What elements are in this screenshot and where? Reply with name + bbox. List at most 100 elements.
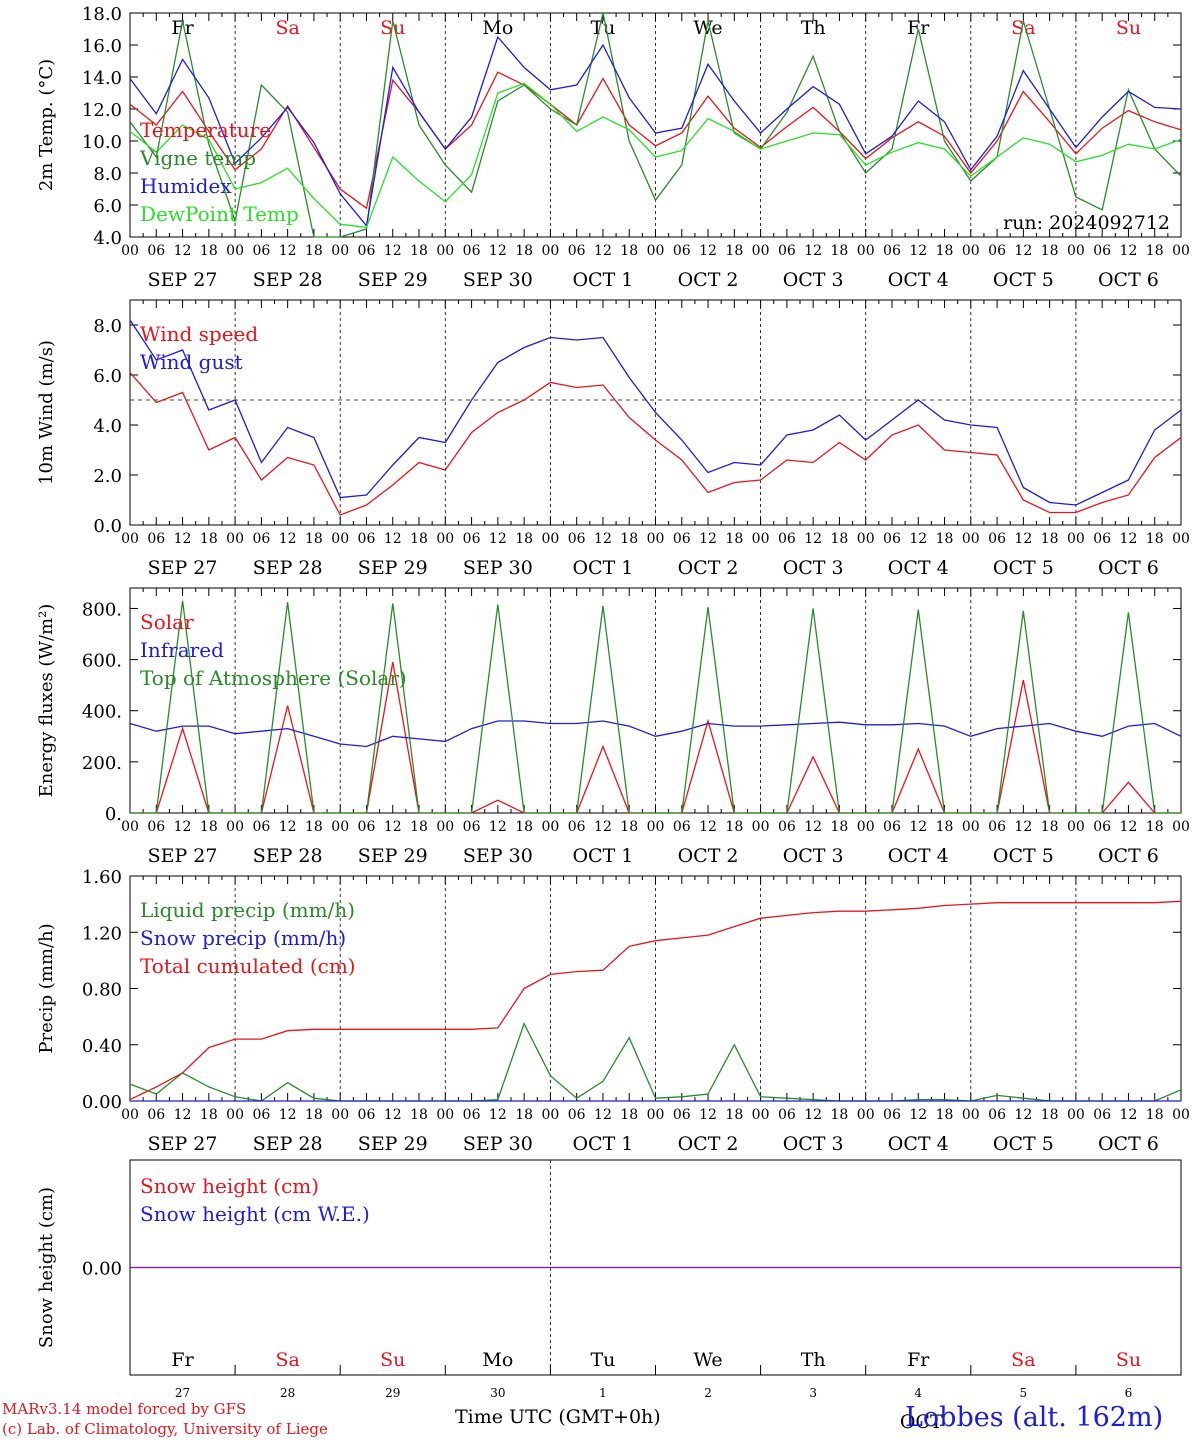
hour-tick-label: 12 — [1120, 1107, 1138, 1123]
y-axis-label: Energy fluxes (W/m²) — [36, 604, 57, 798]
panel-frame-2 — [129, 587, 1182, 814]
date-label: OCT 2 — [678, 845, 739, 867]
hour-tick-label: 00 — [752, 243, 770, 259]
y-tick-label: 8.0 — [93, 164, 122, 185]
hour-tick-label: 18 — [515, 1107, 533, 1123]
weekday-label: Sa — [1011, 17, 1035, 39]
hour-tick-label: 12 — [699, 531, 717, 547]
hour-tick-label: 18 — [1041, 819, 1059, 835]
hour-tick-label: 12 — [1120, 243, 1138, 259]
weekday-label: Su — [380, 17, 405, 39]
hour-tick-label: 00 — [436, 1107, 454, 1123]
day-number-label: 3 — [809, 1386, 817, 1400]
day-number-label: 4 — [914, 1386, 922, 1400]
y-tick-label: 16.0 — [82, 36, 122, 57]
hour-tick-label: 06 — [568, 243, 586, 259]
hour-tick-label: 18 — [515, 819, 533, 835]
date-label: SEP 30 — [463, 845, 533, 867]
y-tick-label: 400. — [82, 702, 122, 723]
hour-tick-label: 12 — [699, 819, 717, 835]
date-label: SEP 30 — [463, 557, 533, 579]
date-label: OCT 5 — [993, 1133, 1054, 1155]
date-label: SEP 29 — [358, 1133, 428, 1155]
run-annotation: run: 2024092712 — [1003, 212, 1170, 234]
legend-entry: Wind speed — [140, 322, 258, 346]
hour-tick-label: 06 — [358, 819, 376, 835]
hour-tick-label: 06 — [568, 819, 586, 835]
weekday-label: Fr — [171, 17, 194, 39]
hour-tick-label: 00 — [226, 1107, 244, 1123]
hour-tick-label: 18 — [936, 531, 954, 547]
hour-tick-label: 00 — [647, 531, 665, 547]
hour-tick-label: 00 — [1172, 819, 1190, 835]
hour-tick-label: 00 — [857, 819, 875, 835]
legend-entry: Snow precip (mm/h) — [140, 926, 346, 950]
legend-entry: DewPoint Temp — [140, 202, 299, 226]
hour-tick-label: 00 — [121, 819, 139, 835]
y-tick-label: 200. — [82, 753, 122, 774]
hour-tick-label: 18 — [305, 1107, 323, 1123]
hour-tick-label: 00 — [857, 1107, 875, 1123]
date-label: OCT 2 — [678, 1133, 739, 1155]
weekday-label: Fr — [171, 1349, 194, 1371]
hour-tick-label: 06 — [883, 1107, 901, 1123]
weekday-label: Th — [801, 1349, 826, 1371]
y-tick-label: 0.40 — [82, 1036, 122, 1057]
legend-entry: Vigne temp — [139, 146, 256, 170]
hour-tick-label: 12 — [384, 819, 402, 835]
hour-tick-label: 00 — [752, 819, 770, 835]
hour-tick-label: 18 — [620, 531, 638, 547]
lab-credit: (c) Lab. of Climatology, University of L… — [2, 1420, 328, 1438]
hour-tick-label: 00 — [541, 531, 559, 547]
hour-tick-label: 06 — [463, 531, 481, 547]
hour-tick-label: 12 — [279, 819, 297, 835]
date-label: OCT 5 — [993, 845, 1054, 867]
date-label: SEP 28 — [253, 1133, 323, 1155]
date-label: SEP 27 — [148, 1133, 218, 1155]
y-tick-label: 1.20 — [82, 923, 122, 944]
date-label: OCT 1 — [572, 1133, 633, 1155]
series-line-0-2 — [129, 35, 1182, 228]
hour-tick-label: 12 — [1014, 819, 1032, 835]
hour-tick-label: 00 — [647, 243, 665, 259]
y-tick-label: 600. — [82, 651, 122, 672]
hour-tick-label: 18 — [1041, 243, 1059, 259]
hour-tick-label: 00 — [226, 819, 244, 835]
hour-tick-label: 06 — [358, 243, 376, 259]
weekday-label: We — [693, 1349, 722, 1371]
date-label: OCT 2 — [678, 557, 739, 579]
hour-tick-label: 18 — [1146, 531, 1164, 547]
date-label: SEP 29 — [358, 845, 428, 867]
y-tick-label: 8.0 — [93, 316, 122, 337]
legend-entry: Solar — [140, 610, 194, 634]
hour-tick-label: 00 — [647, 819, 665, 835]
y-tick-label: 0.80 — [82, 980, 122, 1001]
hour-tick-label: 00 — [226, 243, 244, 259]
hour-tick-label: 18 — [305, 819, 323, 835]
hour-tick-label: 12 — [174, 1107, 192, 1123]
date-label: SEP 27 — [148, 557, 218, 579]
hour-tick-label: 06 — [673, 819, 691, 835]
hour-tick-label: 06 — [252, 243, 270, 259]
hour-tick-label: 06 — [1093, 531, 1111, 547]
hour-tick-label: 06 — [778, 1107, 796, 1123]
hour-tick-label: 12 — [174, 531, 192, 547]
hour-tick-label: 06 — [778, 243, 796, 259]
hour-tick-label: 06 — [673, 243, 691, 259]
hour-tick-label: 12 — [1120, 819, 1138, 835]
hour-tick-label: 06 — [1093, 1107, 1111, 1123]
hour-tick-label: 00 — [331, 531, 349, 547]
hour-tick-label: 00 — [1172, 531, 1190, 547]
hour-tick-label: 12 — [909, 243, 927, 259]
date-label: SEP 27 — [148, 269, 218, 291]
legend-entry: Temperature — [140, 118, 271, 142]
date-label: OCT 4 — [888, 269, 949, 291]
hour-tick-label: 06 — [988, 243, 1006, 259]
hour-tick-label: 12 — [279, 243, 297, 259]
hour-tick-label: 06 — [568, 1107, 586, 1123]
date-label: SEP 30 — [463, 1133, 533, 1155]
series-line-0-3 — [129, 82, 1182, 229]
hour-tick-label: 06 — [463, 1107, 481, 1123]
hour-tick-label: 18 — [725, 819, 743, 835]
hour-tick-label: 06 — [988, 1107, 1006, 1123]
